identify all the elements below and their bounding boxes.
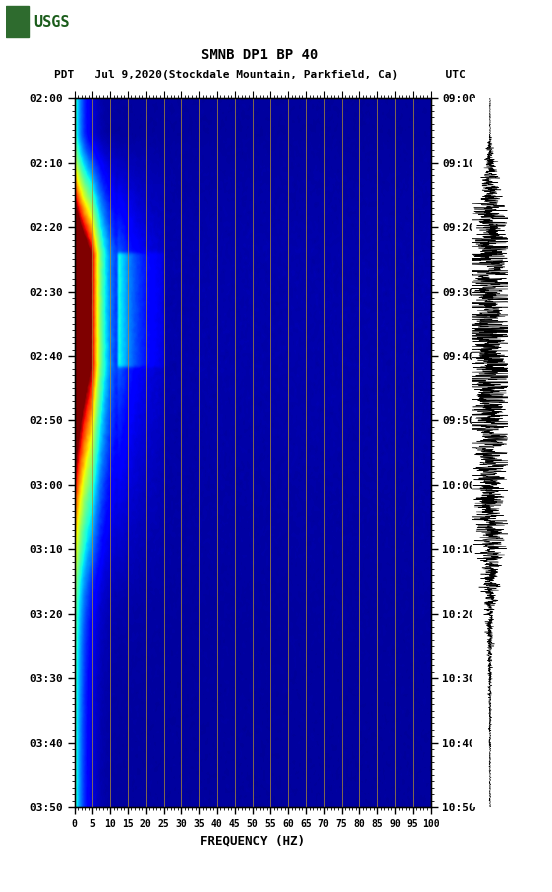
Text: PDT   Jul 9,2020(Stockdale Mountain, Parkfield, Ca)       UTC: PDT Jul 9,2020(Stockdale Mountain, Parkf… [54, 70, 465, 80]
X-axis label: FREQUENCY (HZ): FREQUENCY (HZ) [200, 835, 305, 847]
Text: SMNB DP1 BP 40: SMNB DP1 BP 40 [201, 48, 318, 62]
Text: USGS: USGS [33, 15, 70, 29]
Bar [6, 6, 29, 37]
